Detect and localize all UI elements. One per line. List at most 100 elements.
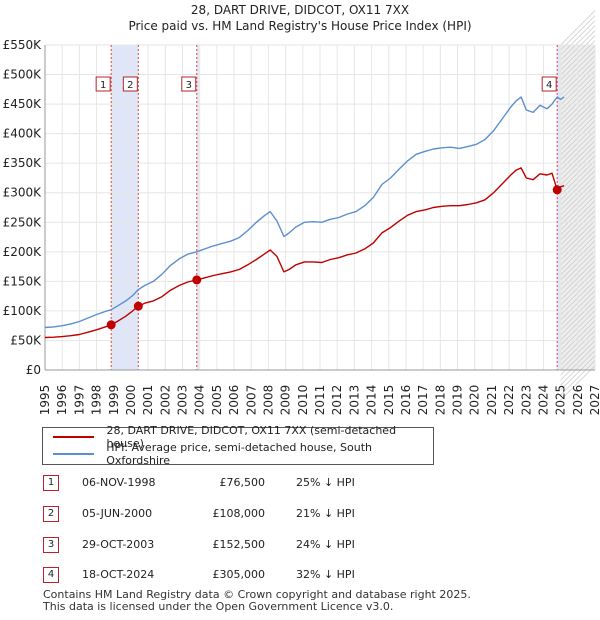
legend-label-property: 28, DART DRIVE, DIDCOT, OX11 7XX (semi-d…: [106, 424, 397, 450]
x-tick-label: 2005: [210, 385, 224, 416]
x-tick-label: 2022: [502, 385, 516, 416]
transaction-number: 4: [43, 567, 59, 583]
x-tick-label: 2020: [468, 385, 482, 416]
legend-swatch-property: [53, 436, 95, 438]
transaction-price: £152,500: [212, 538, 266, 551]
x-tick-label: 1999: [107, 385, 121, 416]
sale-number-box: [95, 76, 111, 92]
sale-point: [192, 275, 202, 285]
sale-shaded-period: [111, 45, 139, 370]
y-tick-label: £350K: [3, 156, 43, 170]
transaction-hpi-diff: 25% ↓ HPI: [296, 476, 355, 489]
transaction-number: 1: [43, 475, 59, 491]
sale-number-label: 2: [127, 80, 133, 91]
x-tick-label: 2016: [399, 385, 413, 416]
property-series-line: [44, 167, 565, 339]
y-tick-label: £450K: [3, 97, 43, 111]
sale-shaded-period: [557, 45, 561, 370]
sale-number-label: 3: [186, 80, 192, 91]
footer: Contains HM Land Registry data © Crown c…: [43, 589, 471, 613]
x-tick-label: 2004: [193, 385, 207, 416]
sale-number-label: 4: [546, 80, 552, 91]
x-tick-label: 2017: [416, 385, 430, 416]
x-tick-label: 2013: [347, 385, 361, 416]
x-tick-label: 2001: [141, 385, 155, 416]
transaction-price: £305,000: [212, 568, 266, 581]
price-chart: £0 £50K £100K £150K £200K £250K £300K £350K £400…: [3, 10, 600, 416]
legend-label-hpi: HPI: Average price, semi-detached house,…: [106, 441, 373, 467]
transaction-date: 29-OCT-2003: [82, 538, 155, 551]
legend-swatch-hpi: [53, 453, 95, 455]
footer-copyright: Contains HM Land Registry data © Crown c…: [43, 588, 471, 601]
x-tick-label: 2007: [244, 385, 258, 416]
footer-license: This data is licensed under the Open Gov…: [43, 600, 394, 613]
hpi-series-line: [44, 96, 565, 329]
x-tick-label: 2021: [485, 385, 499, 416]
x-tick-label: 2025: [554, 385, 568, 416]
legend: 28, DART DRIVE, DIDCOT, OX11 7XX (semi-d…: [42, 424, 434, 467]
x-tick-label: 2010: [296, 385, 310, 416]
x-tick-label: 2023: [519, 385, 533, 416]
sale-number-box: [122, 76, 138, 92]
future-hatch-line: [560, 355, 596, 391]
x-tick-label: 2024: [536, 385, 550, 416]
transaction-hpi-diff: 32% ↓ HPI: [296, 568, 355, 581]
transaction-price: £108,000: [212, 507, 266, 520]
x-tick-label: 1995: [38, 385, 52, 416]
transaction-date: 05-JUN-2000: [82, 507, 153, 520]
x-tick-label: 2008: [261, 385, 275, 416]
transaction-row: 2 05-JUN-2000 £108,000 21% ↓ HPI: [0, 506, 600, 524]
future-hatch-line: [560, 360, 596, 396]
future-hatch-line: [560, 20, 596, 56]
transaction-date: 06-NOV-1998: [82, 476, 156, 489]
x-tick-label: 2009: [279, 385, 293, 416]
transaction-number: 2: [43, 506, 59, 522]
sale-point: [552, 185, 562, 195]
x-tick-label: 1996: [55, 385, 69, 416]
transaction-date: 18-OCT-2024: [82, 568, 155, 581]
transaction-price: £76,500: [219, 476, 266, 489]
x-tick-label: 1998: [90, 385, 104, 416]
x-tick-label: 2002: [158, 385, 172, 416]
x-tick-label: 2027: [588, 385, 600, 416]
transaction-row: 4 18-OCT-2024 £305,000 32% ↓ HPI: [0, 567, 600, 585]
x-tick-label: 2015: [382, 385, 396, 416]
transaction-row: 3 29-OCT-2003 £152,500 24% ↓ HPI: [0, 537, 600, 555]
x-tick-label: 2000: [124, 385, 138, 416]
y-tick-label: £250K: [3, 215, 43, 229]
x-tick-label: 2018: [433, 385, 447, 416]
future-hatch-line: [560, 10, 596, 46]
x-tick-label: 2011: [313, 385, 327, 416]
x-tick-label: 2026: [571, 385, 585, 416]
transaction-number: 3: [43, 537, 59, 553]
y-tick-label: £500K: [3, 68, 43, 82]
y-tick-label: £50K: [10, 333, 42, 347]
x-tick-label: 2012: [330, 385, 344, 416]
transaction-row: 1 06-NOV-1998 £76,500 25% ↓ HPI: [0, 475, 600, 493]
y-tick-label: £100K: [3, 304, 43, 318]
chart-title: 28, DART DRIVE, DIDCOT, OX11 7XX: [190, 3, 410, 17]
y-tick-label: £0: [26, 363, 41, 377]
x-tick-label: 2019: [451, 385, 465, 416]
x-tick-label: 2006: [227, 385, 241, 416]
sale-point: [133, 301, 143, 311]
legend-item-property: 28, DART DRIVE, DIDCOT, OX11 7XX (semi-d…: [53, 424, 433, 450]
sale-point: [106, 320, 116, 330]
x-tick-label: 2014: [365, 385, 379, 416]
y-tick-label: £400K: [3, 127, 43, 141]
x-tick-label: 2003: [176, 385, 190, 416]
future-hatch-line: [560, 365, 596, 401]
future-hatch-line: [560, 25, 596, 61]
transaction-hpi-diff: 21% ↓ HPI: [296, 507, 355, 520]
x-tick-label: 1997: [72, 385, 86, 416]
transaction-hpi-diff: 24% ↓ HPI: [296, 538, 355, 551]
future-hatch-line: [560, 15, 596, 51]
y-tick-label: £300K: [3, 186, 43, 200]
chart-subtitle: Price paid vs. HM Land Registry's House …: [128, 19, 472, 33]
y-tick-label: £550K: [3, 38, 43, 52]
sale-number-box: [541, 76, 557, 92]
legend-item-hpi: HPI: Average price, semi-detached house,…: [53, 441, 433, 467]
sale-number-box: [181, 76, 197, 92]
y-tick-label: £200K: [3, 245, 43, 259]
sale-shaded-period: [196, 45, 199, 370]
